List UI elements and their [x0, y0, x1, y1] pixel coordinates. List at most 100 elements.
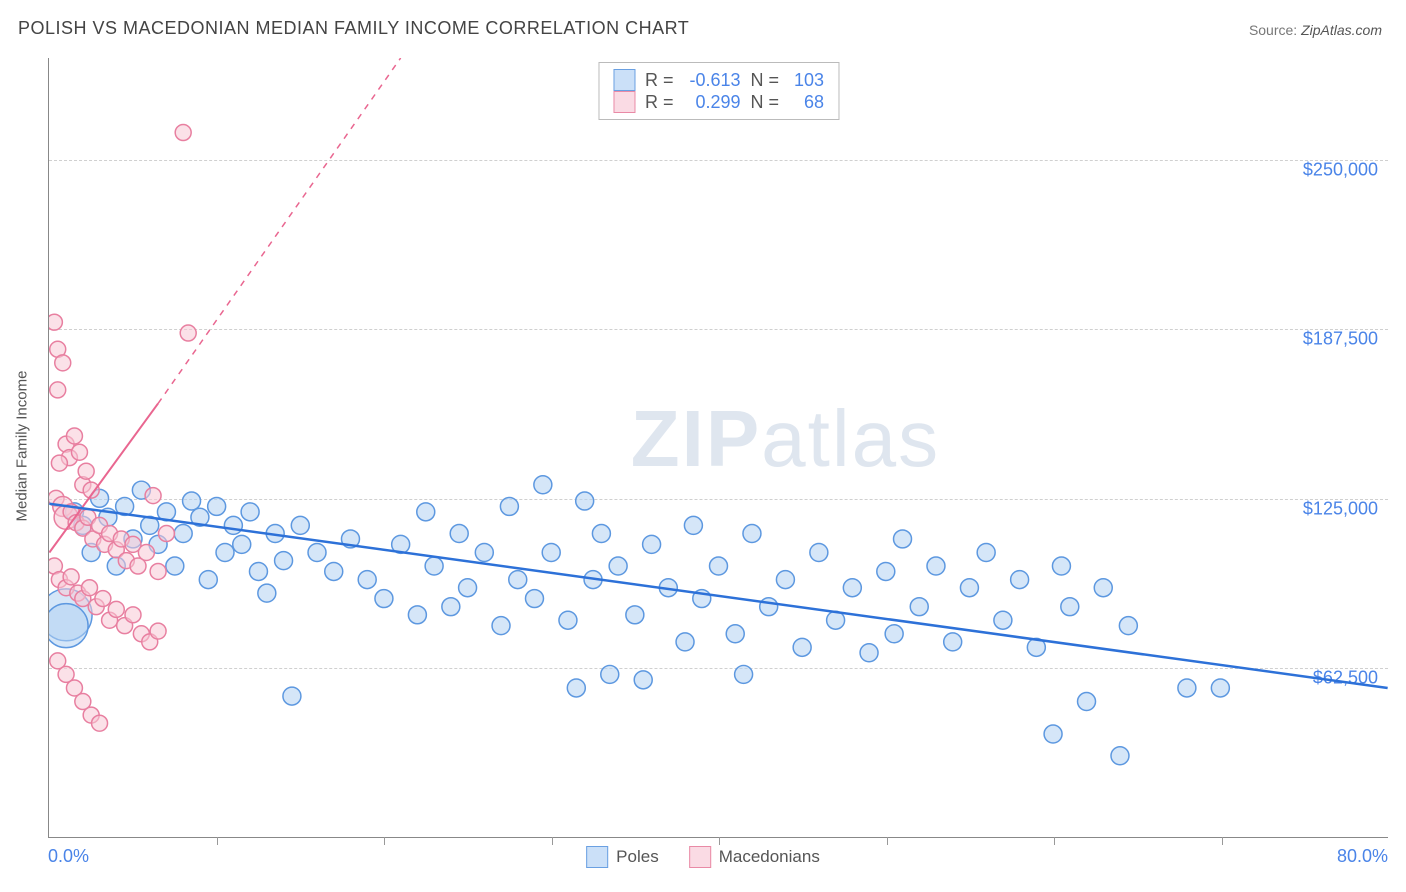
data-point	[960, 579, 978, 597]
data-point	[325, 562, 343, 580]
data-point	[358, 571, 376, 589]
data-point	[174, 525, 192, 543]
data-point	[71, 444, 87, 460]
data-point	[92, 715, 108, 731]
source-name: ZipAtlas.com	[1301, 22, 1382, 38]
x-tick	[1054, 837, 1055, 845]
trend-line	[158, 58, 401, 403]
data-point	[977, 544, 995, 562]
data-point	[860, 644, 878, 662]
data-point	[567, 679, 585, 697]
poles-n-value: 103	[784, 70, 824, 91]
data-point	[1094, 579, 1112, 597]
x-tick	[719, 837, 720, 845]
data-point	[233, 535, 251, 553]
data-point	[1211, 679, 1229, 697]
scatter-svg	[49, 58, 1388, 837]
data-point	[843, 579, 861, 597]
data-point	[776, 571, 794, 589]
data-point	[643, 535, 661, 553]
data-point	[475, 544, 493, 562]
correlation-legend: R = -0.613 N = 103 R = 0.299 N = 68	[598, 62, 839, 120]
x-tick	[217, 837, 218, 845]
data-point	[49, 604, 88, 648]
data-point	[208, 497, 226, 515]
data-point	[258, 584, 276, 602]
data-point	[885, 625, 903, 643]
swatch-poles-icon	[586, 846, 608, 868]
data-point	[726, 625, 744, 643]
legend-item-macedonians: Macedonians	[689, 846, 820, 868]
data-point	[417, 503, 435, 521]
data-point	[66, 428, 82, 444]
data-point	[609, 557, 627, 575]
data-point	[95, 591, 111, 607]
data-point	[576, 492, 594, 510]
macedonians-r-value: 0.299	[679, 92, 741, 113]
poles-r-value: -0.613	[679, 70, 741, 91]
data-point	[760, 598, 778, 616]
source-prefix: Source:	[1249, 22, 1301, 38]
correlation-row-poles: R = -0.613 N = 103	[613, 69, 824, 91]
data-point	[51, 455, 67, 471]
data-point	[810, 544, 828, 562]
data-point	[944, 633, 962, 651]
data-point	[50, 382, 66, 398]
data-point	[927, 557, 945, 575]
swatch-macedonians-icon	[689, 846, 711, 868]
source-attribution: Source: ZipAtlas.com	[1249, 22, 1382, 38]
x-tick	[552, 837, 553, 845]
data-point	[175, 125, 191, 141]
data-point	[224, 516, 242, 534]
x-tick	[384, 837, 385, 845]
legend-label-poles: Poles	[616, 847, 659, 867]
data-point	[216, 544, 234, 562]
data-point	[125, 607, 141, 623]
x-tick	[887, 837, 888, 845]
legend-label-macedonians: Macedonians	[719, 847, 820, 867]
data-point	[710, 557, 728, 575]
data-point	[249, 562, 267, 580]
data-point	[291, 516, 309, 534]
data-point	[241, 503, 259, 521]
data-point	[166, 557, 184, 575]
data-point	[459, 579, 477, 597]
data-point	[684, 516, 702, 534]
data-point	[408, 606, 426, 624]
data-point	[1052, 557, 1070, 575]
data-point	[55, 355, 71, 371]
swatch-poles-icon	[613, 69, 635, 91]
macedonians-n-value: 68	[784, 92, 824, 113]
chart-title: POLISH VS MACEDONIAN MEDIAN FAMILY INCOM…	[18, 18, 689, 39]
data-point	[793, 638, 811, 656]
data-point	[183, 492, 201, 510]
data-point	[1078, 693, 1096, 711]
data-point	[1119, 617, 1137, 635]
data-point	[509, 571, 527, 589]
data-point	[199, 571, 217, 589]
data-point	[534, 476, 552, 494]
data-point	[82, 580, 98, 596]
data-point	[626, 606, 644, 624]
data-point	[994, 611, 1012, 629]
x-axis-min-label: 0.0%	[48, 846, 89, 867]
y-axis-label: Median Family Income	[14, 371, 31, 522]
data-point	[375, 590, 393, 608]
data-point	[1011, 571, 1029, 589]
data-point	[150, 563, 166, 579]
data-point	[442, 598, 460, 616]
data-point	[425, 557, 443, 575]
data-point	[910, 598, 928, 616]
data-point	[634, 671, 652, 689]
data-point	[150, 623, 166, 639]
data-point	[894, 530, 912, 548]
trend-line	[49, 504, 1387, 688]
data-point	[743, 525, 761, 543]
data-point	[492, 617, 510, 635]
data-point	[158, 526, 174, 542]
data-point	[138, 545, 154, 561]
data-point	[145, 488, 161, 504]
data-point	[49, 314, 62, 330]
data-point	[1111, 747, 1129, 765]
data-point	[1044, 725, 1062, 743]
